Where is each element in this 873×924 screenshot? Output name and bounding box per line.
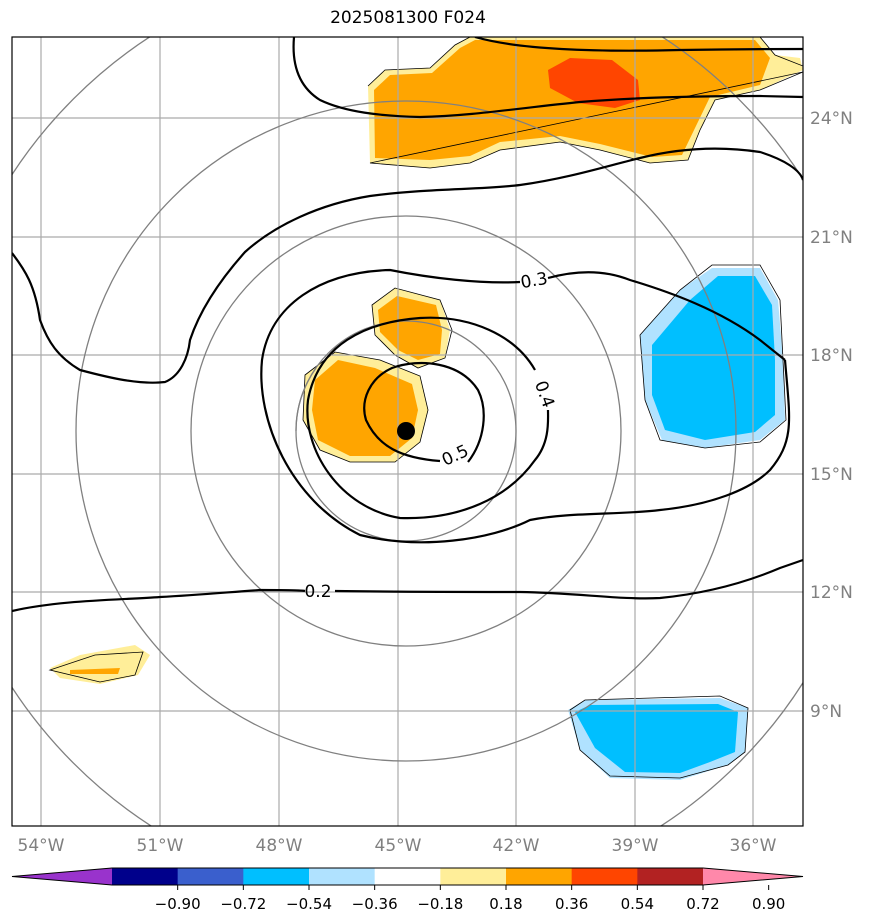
anomaly-outline-upper: [371, 287, 453, 369]
colorbar-tick-label: −0.36: [352, 895, 398, 913]
map-frame: [11, 36, 804, 827]
colorbar-tick-label: 0.90: [752, 895, 785, 913]
lon-label: 51°W: [137, 836, 184, 856]
colorbar-segment: [440, 868, 507, 885]
lon-label: 54°W: [18, 836, 65, 856]
colorbar-segment: [309, 868, 376, 885]
colorbar-tick-label: 0.72: [686, 895, 719, 913]
contour-north-1: [292, 37, 803, 119]
contour-north-2: [474, 37, 803, 52]
negative-anomaly-south-core: [575, 704, 738, 773]
colorbar-segment: [112, 868, 179, 885]
anomaly-outline-east: [639, 264, 787, 449]
negative-anomaly-east-core: [652, 276, 775, 440]
lat-label: 24°N: [810, 109, 853, 129]
contour-lines: [12, 37, 803, 613]
colorbar-tick-label: −0.72: [220, 895, 266, 913]
positive-anomaly-west: [50, 645, 150, 684]
colorbar-tick-label: 0.18: [489, 895, 522, 913]
anomaly-outline-left: [302, 351, 429, 463]
contour-0-2: [12, 558, 803, 613]
positive-anomaly-upper-core: [378, 296, 442, 360]
contour-0-5: [363, 362, 485, 463]
lon-label: 39°W: [612, 836, 659, 856]
colorbar-outline: [11, 867, 804, 886]
anomaly-outline-north: [367, 37, 803, 169]
contour-label-0-5: 0.5: [439, 441, 472, 471]
lon-label: 48°W: [256, 836, 303, 856]
lat-label: 21°N: [810, 228, 853, 248]
map-title: 2025081300 F024: [330, 8, 486, 28]
colorbar-segment: [374, 868, 441, 885]
colorbar-extension-high: [703, 868, 803, 885]
shaded-anomaly-layer: [48, 37, 803, 780]
anomaly-outline-south: [569, 695, 749, 779]
range-ring-3: [75, 100, 737, 762]
positive-anomaly-north-core: [374, 40, 770, 160]
lon-label: 36°W: [730, 836, 777, 856]
contour-label-0-2: 0.2: [304, 582, 331, 602]
lon-label: 45°W: [375, 836, 422, 856]
colorbar-segment: [177, 868, 244, 885]
colorbar-segment: [506, 868, 573, 885]
contour-mid: [12, 147, 803, 384]
colorbar-extension-low: [12, 868, 112, 885]
range-ring-inner: [295, 367, 317, 432]
colorbar-tick-label: 0.54: [621, 895, 654, 913]
anomaly-outline-west: [48, 651, 144, 683]
colorbar: −0.90 −0.72 −0.54 −0.36 −0.18 0.18 0.36 0.54 0.7…: [11, 867, 804, 913]
contour-0-4: [306, 316, 550, 520]
lat-label: 18°N: [810, 346, 853, 366]
colorbar-segment: [571, 868, 638, 885]
positive-anomaly-north-max: [548, 58, 640, 108]
colorbar-tick-label: 0.36: [555, 895, 588, 913]
positive-anomaly-west-core: [70, 668, 120, 674]
lat-label: 15°N: [810, 465, 853, 485]
contour-label-0-3: 0.3: [519, 269, 549, 293]
range-ring-2: [190, 215, 622, 647]
latitude-labels: 24°N 21°N 18°N 15°N 12°N 9°N: [810, 109, 853, 722]
contour-label-0-4: 0.4: [530, 378, 558, 410]
storm-center-marker: [397, 422, 415, 440]
lat-label: 12°N: [810, 583, 853, 603]
colorbar-segment: [637, 868, 704, 885]
longitude-labels: 54°W 51°W 48°W 45°W 42°W 39°W 36°W: [18, 836, 777, 856]
colorbar-tick-label: −0.90: [155, 895, 201, 913]
lat-label: 9°N: [810, 702, 842, 722]
colorbar-segment: [243, 868, 310, 885]
contour-0-3: [260, 268, 791, 544]
graticule: [12, 37, 803, 826]
colorbar-tick-label: −0.18: [417, 895, 463, 913]
lon-label: 42°W: [493, 836, 540, 856]
colorbar-tick-label: −0.54: [286, 895, 332, 913]
